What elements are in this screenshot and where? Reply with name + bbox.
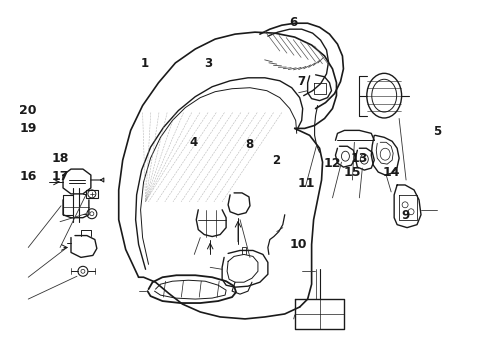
Text: 7: 7 xyxy=(297,75,305,88)
Text: 11: 11 xyxy=(297,177,315,190)
Text: 20: 20 xyxy=(20,104,37,117)
Text: 2: 2 xyxy=(272,154,281,167)
Text: 15: 15 xyxy=(343,166,361,179)
Text: 6: 6 xyxy=(290,16,298,29)
Text: 13: 13 xyxy=(351,152,368,165)
Text: 1: 1 xyxy=(141,57,149,71)
Text: 19: 19 xyxy=(20,122,37,135)
Text: 18: 18 xyxy=(51,152,69,165)
Text: 17: 17 xyxy=(51,170,69,183)
Bar xyxy=(86,190,98,198)
Text: 16: 16 xyxy=(20,170,37,183)
Text: 14: 14 xyxy=(382,166,400,179)
Text: 12: 12 xyxy=(324,157,342,170)
Text: 5: 5 xyxy=(433,125,441,138)
Text: 3: 3 xyxy=(204,57,213,71)
Text: 10: 10 xyxy=(290,238,307,251)
Text: 4: 4 xyxy=(190,136,198,149)
Text: 8: 8 xyxy=(246,138,254,151)
Text: 9: 9 xyxy=(402,209,410,222)
